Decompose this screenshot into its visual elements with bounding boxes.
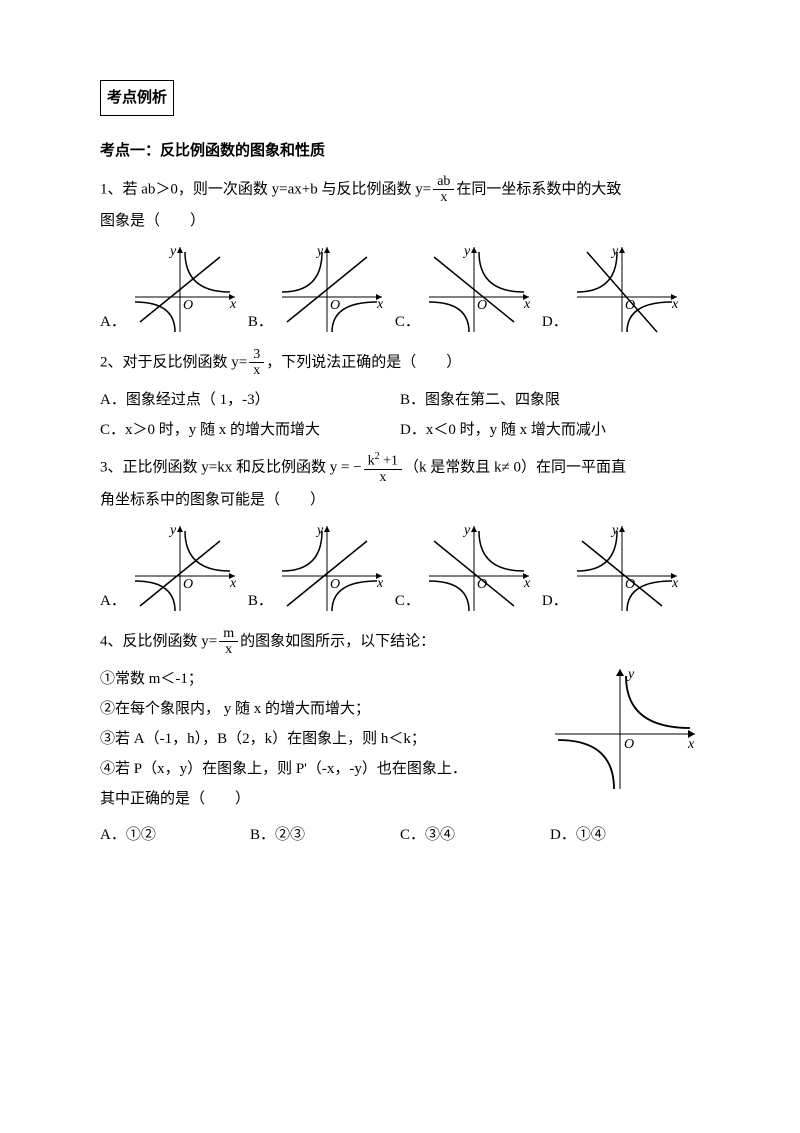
q3-label-d: D． [542,586,568,616]
q3-fraction: k2 +1x [364,451,402,485]
q2-fraction: 3x [249,347,264,379]
svg-text:x: x [376,297,384,312]
svg-text:x: x [229,297,237,312]
q3-label-b: B． [248,586,273,616]
svg-text:O: O [624,737,634,752]
q4-option-c: C．③④ [400,820,550,850]
q1-label-a: A． [100,307,126,337]
q2-option-d: D．x＜0 时，y 随 x 增大而减小 [400,415,700,445]
svg-text:y: y [168,523,177,538]
q3-graph-c: x y O [424,521,534,616]
svg-text:x: x [687,737,695,752]
question-3: 3、正比例函数 y=kx 和反比例函数 y = −k2 +1x（k 是常数且 k… [100,451,700,515]
q3-graph-b: x y O [277,521,387,616]
q1-text-pre: 1、若 ab＞0，则一次函数 y=ax+b 与反比例函数 y= [100,181,431,197]
q2-pre: 2、对于反比例函数 y= [100,354,247,370]
q1-graph-a: x y O [130,242,240,337]
svg-text:y: y [462,523,471,538]
q3-label-a: A． [100,586,126,616]
q1-label-b: B． [248,307,273,337]
question-4: 4、反比例函数 y=mx的图象如图所示，以下结论： [100,626,700,658]
q4-options: A．①② B．②③ C．③④ D．①④ [100,820,700,850]
q1-graph-d: x y O [572,242,682,337]
q1-option-d: D． x y O [542,242,682,337]
q1-option-b: B． x y O [248,242,387,337]
question-2: 2、对于反比例函数 y=3x，下列说法正确的是（ ） [100,347,700,379]
q3-label-c: C． [395,586,420,616]
q2-option-b: B．图象在第二、四象限 [400,385,700,415]
svg-text:x: x [523,297,531,312]
q3-pre: 3、正比例函数 y=kx 和反比例函数 y = − [100,459,362,475]
q1-option-a: A． x y O [100,242,240,337]
q3-options: A． x y O B． [100,521,700,616]
svg-text:O: O [477,298,487,313]
svg-text:x: x [376,576,384,591]
q1-line2: 图象是（ ） [100,206,700,236]
q4-graph: x y O [550,664,700,794]
svg-text:O: O [183,298,193,313]
q3-post: （k 是常数且 k≠ 0）在同一平面直 [404,459,626,475]
q3-graph-d: x y O [572,521,682,616]
svg-text:y: y [168,244,177,259]
q4-s1: ①常数 m＜-1； [100,664,534,694]
svg-text:O: O [183,577,193,592]
q4-s4: ④若 P（x，y）在图象上，则 P'（-x，-y）也在图象上． [100,754,534,784]
svg-text:y: y [610,523,619,538]
svg-text:x: x [229,576,237,591]
q1-frac-den: x [433,190,454,205]
q4-option-d: D．①④ [550,820,700,850]
svg-text:y: y [315,244,324,259]
q2-option-a: A．图象经过点（ 1，-3） [100,385,400,415]
q1-label-d: D． [542,307,568,337]
q4-option-b: B．②③ [250,820,400,850]
q3-line2: 角坐标系中的图象可能是（ ） [100,485,700,515]
topic-1: 考点一：反比例函数的图象和性质 [100,136,700,166]
q1-option-c: C． x y O [395,242,534,337]
q1-fraction: abx [433,174,454,206]
q3-option-d: D． x y O [542,521,682,616]
q4-statements: ①常数 m＜-1； ②在每个象限内， y 随 x 的增大而增大； ③若 A（-1… [100,664,534,814]
page-container: 考点例析 考点一：反比例函数的图象和性质 1、若 ab＞0，则一次函数 y=ax… [0,0,800,916]
q4-s5: 其中正确的是（ ） [100,784,534,814]
svg-text:y: y [610,244,619,259]
question-1: 1、若 ab＞0，则一次函数 y=ax+b 与反比例函数 y=abx在同一坐标系… [100,174,700,236]
q1-text-post: 在同一坐标系数中的大致 [456,181,621,197]
q3-frac-num: k2 +1 [364,451,402,470]
q3-option-c: C． x y O [395,521,534,616]
q4-option-a: A．①② [100,820,250,850]
q4-pre: 4、反比例函数 y= [100,633,217,649]
q4-frac-den: x [219,642,238,657]
svg-text:y: y [462,244,471,259]
q2-post: ，下列说法正确的是（ ） [266,354,461,370]
svg-text:x: x [671,576,679,591]
q1-options: A． x y O B． [100,242,700,337]
svg-text:y: y [626,667,635,682]
svg-text:y: y [315,523,324,538]
q4-body: ①常数 m＜-1； ②在每个象限内， y 随 x 的增大而增大； ③若 A（-1… [100,664,700,814]
q1-frac-num: ab [433,174,454,190]
q4-frac-num: m [219,626,238,642]
q3-option-b: B． x y O [248,521,387,616]
svg-text:x: x [523,576,531,591]
q4-fraction: mx [219,626,238,658]
q4-s3: ③若 A（-1，h），B（2，k）在图象上，则 h＜k； [100,724,534,754]
q3-frac-den: x [364,470,402,485]
q1-graph-b: x y O [277,242,387,337]
q4-s2: ②在每个象限内， y 随 x 的增大而增大； [100,694,534,724]
q2-frac-num: 3 [249,347,264,363]
q1-graph-c: x y O [424,242,534,337]
svg-text:O: O [330,577,340,592]
q2-option-c: C．x＞0 时，y 随 x 的增大而增大 [100,415,400,445]
svg-text:x: x [671,297,679,312]
q1-label-c: C． [395,307,420,337]
q4-post: 的图象如图所示，以下结论： [240,633,435,649]
q2-options: A．图象经过点（ 1，-3） B．图象在第二、四象限 C．x＞0 时，y 随 x… [100,385,700,445]
svg-text:O: O [330,298,340,313]
q3-option-a: A． x y O [100,521,240,616]
section-title: 考点例析 [100,80,174,116]
q3-graph-a: x y O [130,521,240,616]
q2-frac-den: x [249,363,264,378]
